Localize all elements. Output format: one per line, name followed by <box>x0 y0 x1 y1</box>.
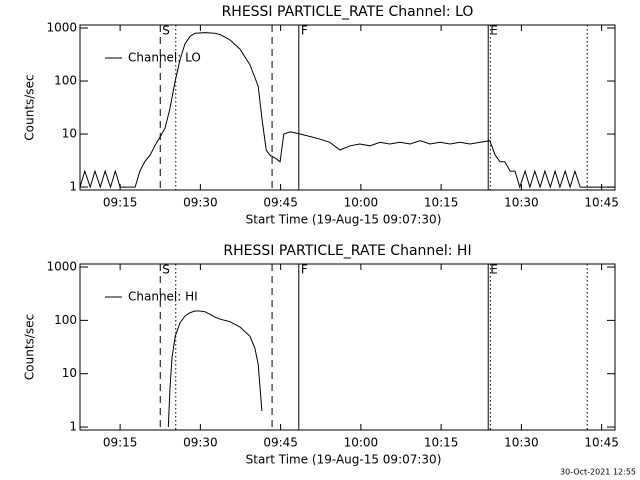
y-tick-label: 1 <box>69 420 77 434</box>
footer-timestamp: 30-Oct-2021 12:55 <box>560 468 636 477</box>
chart-panel: RHESSI PARTICLE_RATE Channel: LO 09:15 09:… <box>23 4 619 227</box>
chart-title: RHESSI PARTICLE_RATE Channel: HI <box>223 243 471 259</box>
x-tick-label: 09:30 <box>183 196 218 210</box>
legend-label: Channel: HI <box>128 290 198 304</box>
x-tick-label: 10:15 <box>424 436 459 450</box>
marker-label: E <box>490 263 498 277</box>
y-tick-label: 100 <box>54 313 77 327</box>
x-tick-label: 10:00 <box>344 196 379 210</box>
y-tick-label: 10 <box>62 127 77 141</box>
y-tick-label: 100 <box>54 74 77 88</box>
marker-label: E <box>490 24 498 38</box>
x-tick-label: 10:30 <box>504 196 539 210</box>
x-tick-label: 10:45 <box>584 196 619 210</box>
marker-label: F <box>301 263 308 277</box>
plot-frame <box>79 24 616 191</box>
x-tick-label: 10:00 <box>344 436 379 450</box>
plot-frame <box>79 263 616 431</box>
x-tick-label: 10:45 <box>584 436 619 450</box>
chart-title: RHESSI PARTICLE_RATE Channel: LO <box>222 4 474 20</box>
data-line <box>79 32 615 189</box>
y-axis-label: Counts/sec <box>23 74 37 140</box>
x-axis-label: Start Time (19-Aug-15 09:07:30) <box>246 453 442 467</box>
data-line <box>167 310 263 428</box>
x-tick-label: 09:45 <box>263 436 298 450</box>
y-axis-label: Counts/sec <box>23 314 37 380</box>
y-tick-label: 1000 <box>46 21 77 35</box>
y-tick-label: 1 <box>69 180 77 194</box>
legend-label: Channel: LO <box>128 51 201 65</box>
x-tick-label: 09:30 <box>183 436 218 450</box>
x-axis-label: Start Time (19-Aug-15 09:07:30) <box>246 213 442 227</box>
x-tick-label: 10:15 <box>424 196 459 210</box>
marker-label: F <box>301 24 308 38</box>
x-tick-label: 10:30 <box>504 436 539 450</box>
x-tick-label: 09:45 <box>263 196 298 210</box>
marker-label: S <box>162 263 170 277</box>
x-tick-label: 09:15 <box>103 436 138 450</box>
y-tick-label: 1000 <box>46 260 77 274</box>
x-tick-label: 09:15 <box>103 196 138 210</box>
chart-panel: RHESSI PARTICLE_RATE Channel: HI 09:15 09:… <box>23 243 619 467</box>
y-tick-label: 10 <box>62 366 77 380</box>
marker-label: S <box>162 24 170 38</box>
